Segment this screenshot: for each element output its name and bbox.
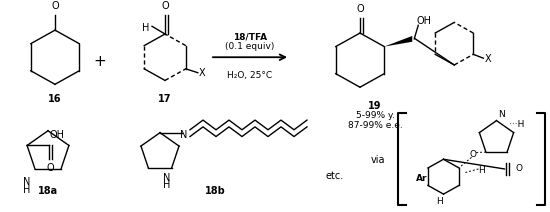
Text: +: +: [94, 54, 106, 69]
Text: X: X: [199, 68, 205, 78]
Text: H₂O, 25°C: H₂O, 25°C: [228, 71, 273, 80]
Text: O: O: [470, 150, 477, 159]
Text: O: O: [51, 1, 59, 11]
Text: H: H: [163, 180, 170, 190]
Text: 5-99% y.: 5-99% y.: [355, 111, 394, 120]
Text: OH: OH: [416, 17, 431, 26]
Text: 18b: 18b: [205, 186, 225, 196]
Text: 17: 17: [158, 94, 172, 104]
Text: OH: OH: [49, 130, 64, 140]
Text: N: N: [180, 130, 188, 140]
Text: H: H: [142, 23, 149, 33]
Text: O: O: [515, 165, 522, 173]
Text: via: via: [371, 155, 385, 165]
Text: 18/TFA: 18/TFA: [233, 33, 267, 42]
Text: (0.1 equiv): (0.1 equiv): [226, 42, 274, 52]
Text: 87-99% e.e.: 87-99% e.e.: [348, 121, 403, 130]
Text: Ar: Ar: [416, 174, 427, 183]
Text: H: H: [436, 197, 443, 206]
Polygon shape: [384, 36, 412, 47]
Text: X: X: [485, 54, 491, 64]
Text: N: N: [163, 173, 170, 183]
Text: O: O: [46, 163, 54, 173]
Text: 19: 19: [368, 101, 382, 111]
Text: O: O: [356, 4, 364, 14]
Text: H: H: [24, 185, 31, 195]
Text: H: H: [478, 166, 485, 175]
Text: etc.: etc.: [326, 171, 344, 181]
Text: 16: 16: [48, 94, 62, 104]
Text: N: N: [24, 177, 31, 187]
Text: N: N: [498, 110, 505, 119]
Text: 18a: 18a: [38, 186, 58, 196]
Text: ···H: ···H: [509, 120, 524, 129]
Text: O: O: [161, 1, 169, 11]
